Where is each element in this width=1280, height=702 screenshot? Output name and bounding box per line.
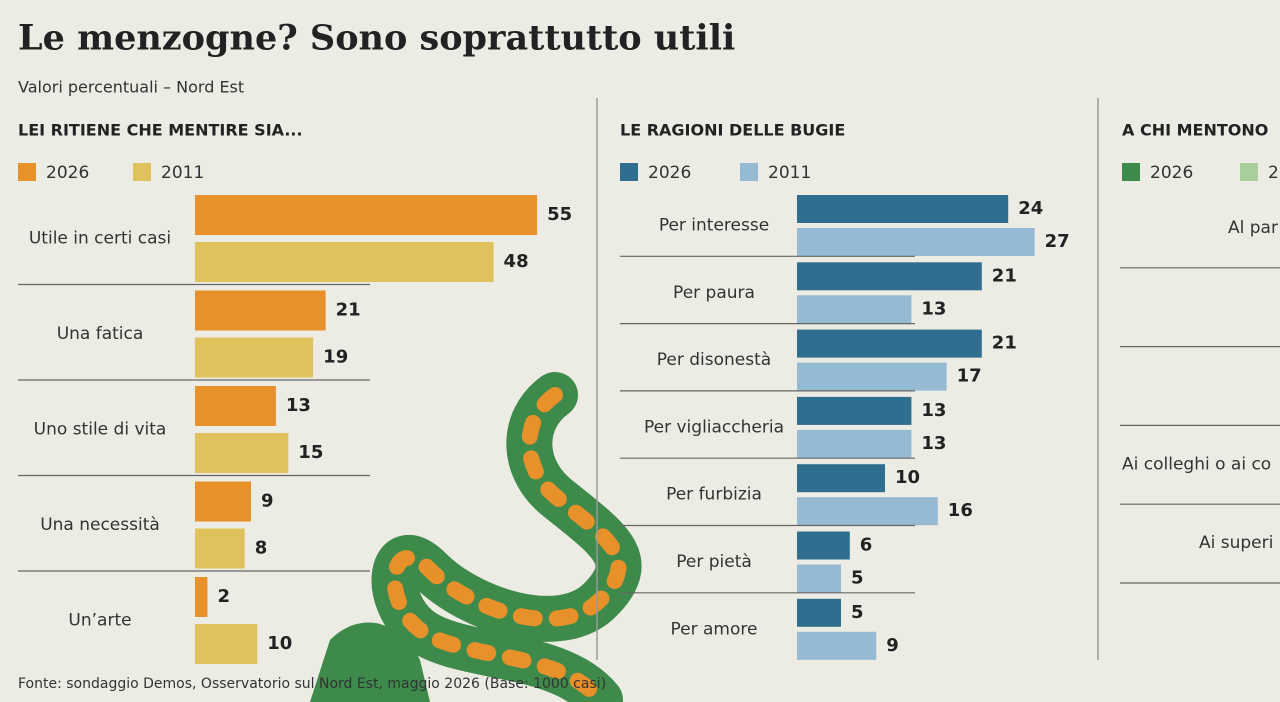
value-label: 5 <box>851 602 864 623</box>
value-label: 48 <box>504 251 529 272</box>
value-label: 16 <box>948 500 973 521</box>
value-label: 6 <box>860 535 873 556</box>
legend-label: 2026 <box>648 163 691 183</box>
bar <box>195 195 538 235</box>
bar <box>195 433 289 473</box>
legend-swatch <box>1240 163 1258 181</box>
bar <box>195 290 326 331</box>
category-label: Una fatica <box>57 324 144 344</box>
bar <box>797 329 982 358</box>
bar <box>797 598 841 627</box>
legend-label: 2026 <box>1150 163 1193 183</box>
bar <box>797 464 885 493</box>
legend-swatch <box>740 163 758 181</box>
value-label: 5 <box>851 568 864 589</box>
category-label: Ai colleghi o ai co <box>1122 454 1271 474</box>
value-label: 21 <box>992 333 1017 354</box>
value-label: 9 <box>261 491 274 512</box>
category-label: Per vigliaccheria <box>644 417 784 437</box>
panel-title: LE RAGIONI DELLE BUGIE <box>620 121 845 140</box>
value-label: 21 <box>992 265 1017 286</box>
legend-swatch <box>1122 163 1140 181</box>
bar <box>797 631 877 660</box>
bar <box>797 228 1035 256</box>
value-label: 13 <box>921 400 946 421</box>
value-label: 13 <box>286 395 311 416</box>
bar <box>195 337 314 378</box>
legend-label: 2011 <box>161 163 204 183</box>
snake-illustration <box>310 372 642 702</box>
bar <box>195 528 245 569</box>
source: Fonte: sondaggio Demos, Osservatorio sul… <box>18 676 606 692</box>
legend-label: 20 <box>1268 163 1280 183</box>
value-label: 15 <box>298 442 323 463</box>
category-label: Ai superi <box>1199 533 1273 553</box>
bar <box>195 242 494 282</box>
bar <box>195 624 258 664</box>
category-label: Utile in certi casi <box>29 229 171 249</box>
value-label: 10 <box>267 633 292 654</box>
category-label: Uno stile di vita <box>34 420 167 440</box>
value-label: 13 <box>921 433 946 454</box>
bar <box>195 481 251 522</box>
value-label: 2 <box>217 586 230 607</box>
value-label: 8 <box>255 538 268 559</box>
value-label: 9 <box>886 635 899 656</box>
value-label: 17 <box>957 366 982 387</box>
bar <box>797 195 1009 223</box>
value-label: 13 <box>921 298 946 319</box>
category-label: Per furbizia <box>666 485 762 505</box>
bar <box>797 295 912 324</box>
legend-swatch <box>18 163 36 181</box>
category-label: Un’arte <box>68 611 131 631</box>
panel-title: LEI RITIENE CHE MENTIRE SIA... <box>18 121 303 140</box>
bar <box>797 396 912 425</box>
legend-label: 2011 <box>768 163 811 183</box>
value-label: 21 <box>336 300 361 321</box>
category-label: Per disonestà <box>657 350 771 370</box>
bar <box>797 497 938 526</box>
value-label: 10 <box>895 467 920 488</box>
subtitle: Valori percentuali – Nord Est <box>18 78 244 97</box>
category-label: Per pietà <box>676 552 752 572</box>
panel-title: A CHI MENTONO <box>1122 121 1268 140</box>
title: Le menzogne? Sono soprattutto utili <box>18 18 735 59</box>
category-label: Per amore <box>671 619 758 639</box>
bar <box>195 577 208 617</box>
category-label: Una necessità <box>40 515 160 535</box>
bar <box>797 564 841 593</box>
bar <box>195 386 276 426</box>
category-label: Per interesse <box>659 216 769 236</box>
bar <box>797 262 982 291</box>
value-label: 55 <box>547 204 572 225</box>
value-label: 27 <box>1045 231 1070 252</box>
legend-label: 2026 <box>46 163 89 183</box>
category-label: Per paura <box>673 283 755 303</box>
value-label: 19 <box>323 347 348 368</box>
legend-swatch <box>620 163 638 181</box>
bar <box>797 429 912 458</box>
category-label: Al par <box>1228 218 1278 238</box>
bar <box>797 362 947 391</box>
bar <box>797 531 850 560</box>
value-label: 24 <box>1018 198 1043 219</box>
legend-swatch <box>133 163 151 181</box>
